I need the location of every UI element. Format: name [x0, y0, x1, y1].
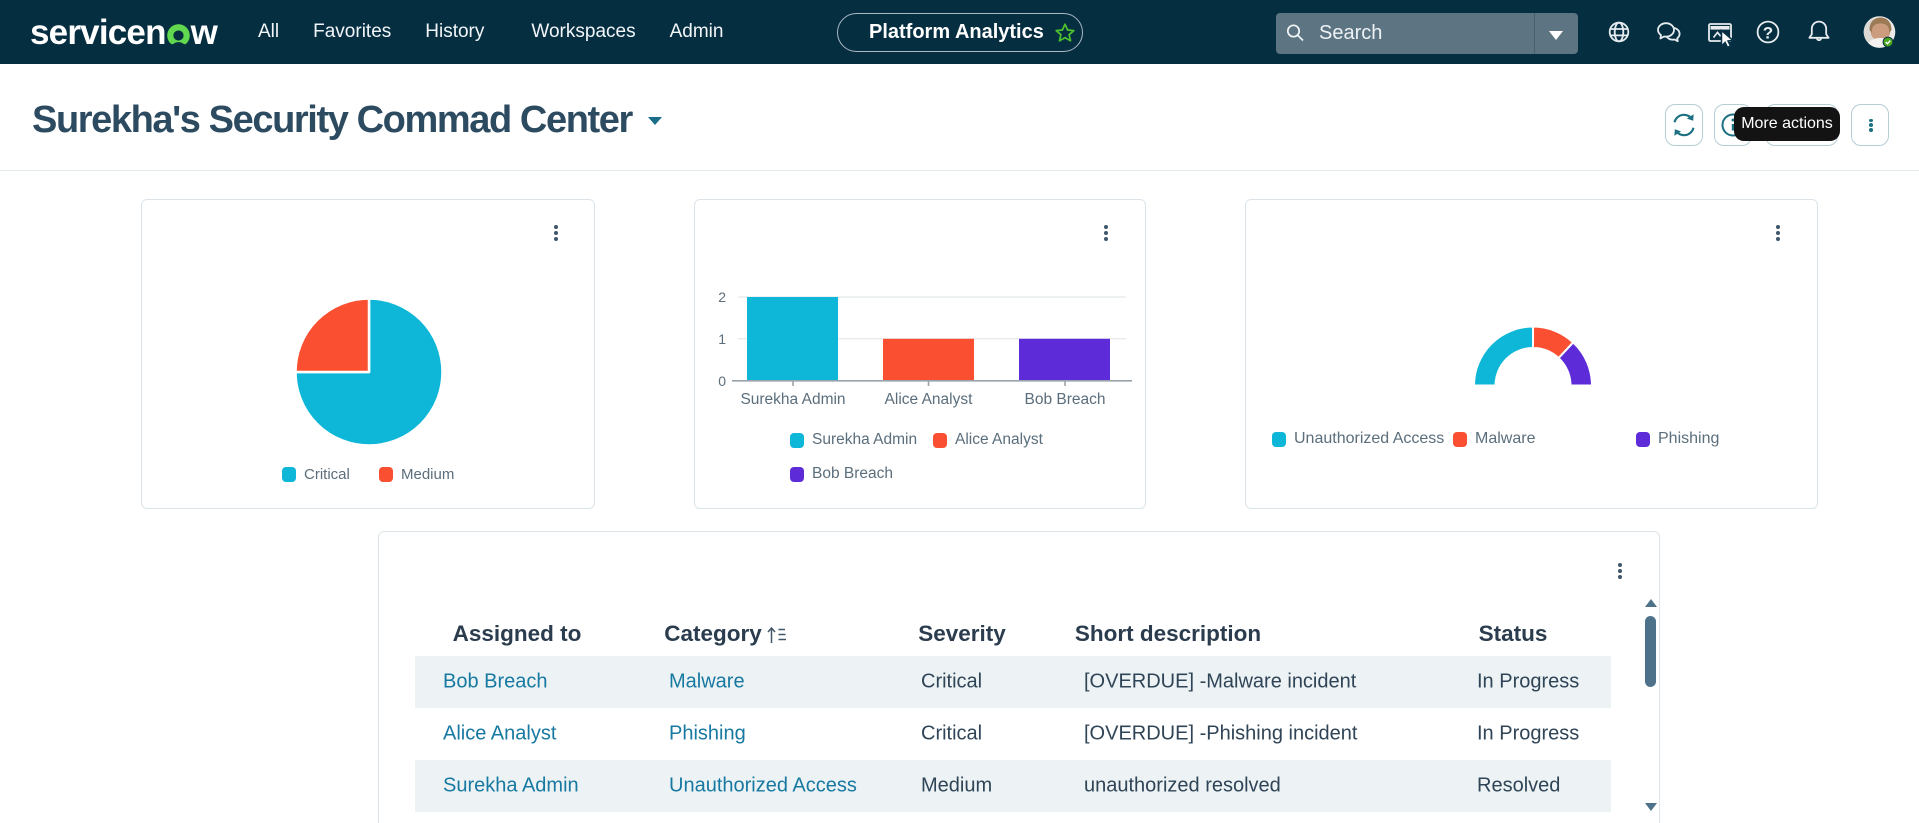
svg-text:1: 1	[718, 331, 726, 347]
svg-text:Bob Breach: Bob Breach	[1025, 391, 1106, 408]
svg-text:2: 2	[718, 289, 726, 305]
svg-text:0: 0	[718, 373, 726, 389]
svg-text:?: ?	[1763, 24, 1773, 43]
svg-text:Surekha Admin: Surekha Admin	[740, 391, 845, 408]
svg-text:Alice Analyst: Alice Analyst	[885, 391, 974, 408]
